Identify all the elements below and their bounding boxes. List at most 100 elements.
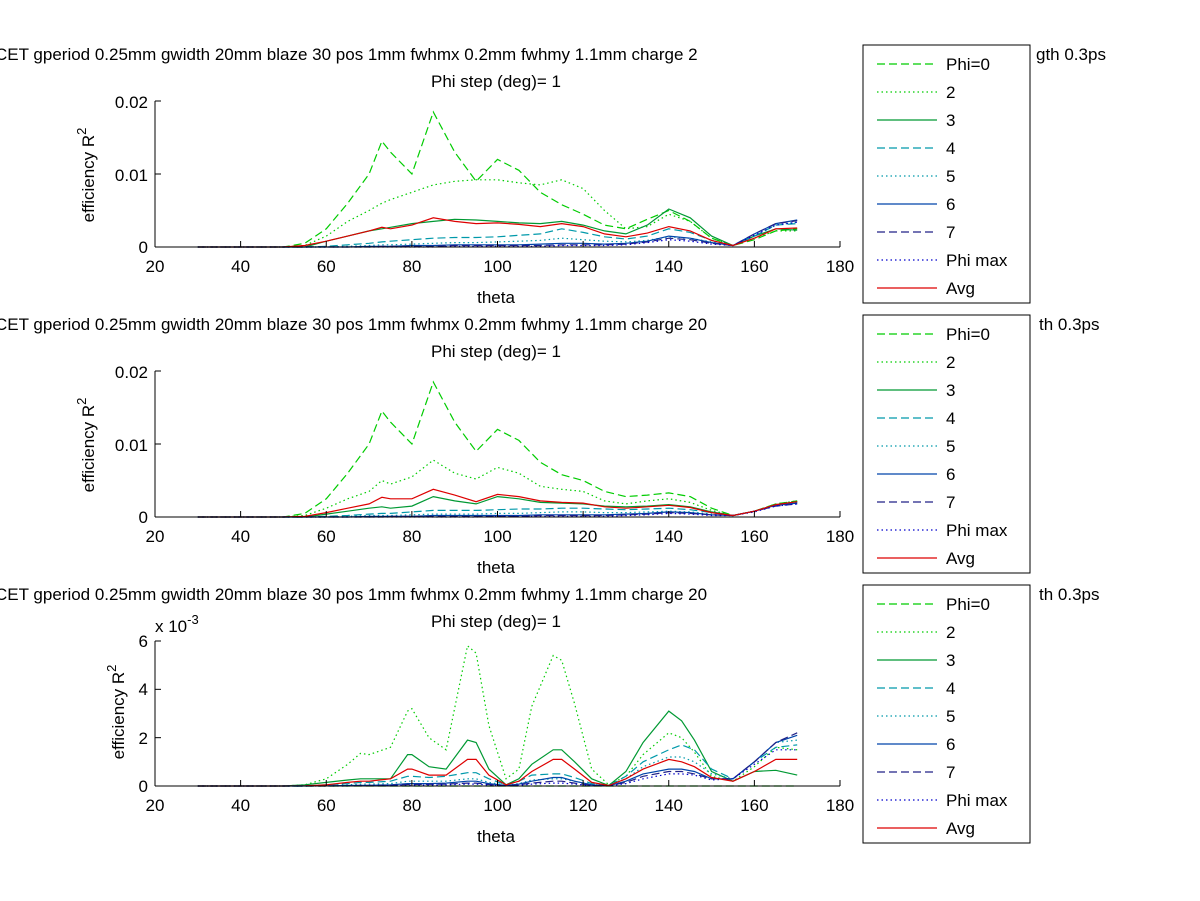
x-tick-label: 180 bbox=[826, 796, 854, 815]
legend-label: 4 bbox=[946, 409, 955, 428]
y-tick-label: 0.01 bbox=[115, 436, 148, 455]
panel-title-tail: th 0.3ps bbox=[1039, 315, 1100, 334]
legend-label: 5 bbox=[946, 167, 955, 186]
x-tick-label: 140 bbox=[655, 796, 683, 815]
legend-label: 2 bbox=[946, 623, 955, 642]
y-axis-label: efficiency R2 bbox=[74, 128, 98, 223]
legend-label: 2 bbox=[946, 353, 955, 372]
legend-label: Phi max bbox=[946, 251, 1008, 270]
x-tick-label: 40 bbox=[231, 527, 250, 546]
y-tick-label: 0.01 bbox=[115, 166, 148, 185]
x-tick-label: 60 bbox=[317, 257, 336, 276]
x-tick-label: 80 bbox=[402, 796, 421, 815]
x-tick-label: 20 bbox=[146, 796, 165, 815]
legend-label: 6 bbox=[946, 465, 955, 484]
y-tick-label: 0.02 bbox=[115, 363, 148, 382]
y-tick-label: 0 bbox=[139, 777, 148, 796]
x-tick-label: 120 bbox=[569, 257, 597, 276]
series-line-7 bbox=[197, 732, 798, 787]
x-axis-label: theta bbox=[477, 288, 515, 307]
legend-label: 4 bbox=[946, 679, 955, 698]
x-axis-label: theta bbox=[477, 827, 515, 846]
series-line-2 bbox=[197, 459, 798, 518]
x-tick-label: 160 bbox=[740, 796, 768, 815]
x-tick-label: 140 bbox=[655, 527, 683, 546]
x-tick-label: 180 bbox=[826, 527, 854, 546]
legend-panel-3: Phi=0 2 3 4 5 6 7 Phi max Avg bbox=[862, 584, 1031, 844]
legend-panel-2: Phi=0 2 3 4 5 6 7 Phi max Avg bbox=[862, 314, 1031, 574]
y-tick-label: 0 bbox=[139, 508, 148, 527]
legend-label: Phi max bbox=[946, 791, 1008, 810]
x-tick-label: 60 bbox=[317, 796, 336, 815]
legend-label: 7 bbox=[946, 493, 955, 512]
x-tick-labels: 20 40 60 80 100 120 140 160 180 bbox=[146, 796, 855, 815]
series-line-3 bbox=[197, 495, 798, 518]
y-tick-label: 0.02 bbox=[115, 93, 148, 112]
panel-2: CET gperiod 0.25mm gwidth 20mm blaze 30 … bbox=[0, 315, 1100, 577]
legend-label: Phi=0 bbox=[946, 325, 990, 344]
y-axis-label: efficiency R2 bbox=[74, 398, 98, 493]
x-tick-label: 40 bbox=[231, 796, 250, 815]
y-axis-multiplier: x 10-3 bbox=[155, 612, 199, 636]
series-line-avg bbox=[197, 758, 798, 787]
axes bbox=[154, 100, 841, 248]
axes bbox=[154, 370, 841, 518]
legend-label: 3 bbox=[946, 381, 955, 400]
series-line-3 bbox=[197, 710, 798, 787]
panel-title-line2: Phi step (deg)= 1 bbox=[431, 72, 561, 91]
y-tick-label: 6 bbox=[139, 632, 148, 651]
series-line-avg bbox=[197, 488, 798, 518]
legend-label: 3 bbox=[946, 111, 955, 130]
legend-label: 4 bbox=[946, 139, 955, 158]
x-tick-label: 40 bbox=[231, 257, 250, 276]
x-axis-label: theta bbox=[477, 558, 515, 577]
x-tick-label: 100 bbox=[483, 527, 511, 546]
legend-label: 6 bbox=[946, 195, 955, 214]
series-line-4 bbox=[197, 501, 798, 518]
legend-label: Phi=0 bbox=[946, 55, 990, 74]
legend-label: Avg bbox=[946, 549, 975, 568]
legend-label: 6 bbox=[946, 735, 955, 754]
legend-label: 2 bbox=[946, 83, 955, 102]
panel-title-line2: Phi step (deg)= 1 bbox=[431, 342, 561, 361]
x-tick-label: 60 bbox=[317, 527, 336, 546]
legend-label: Phi max bbox=[946, 521, 1008, 540]
legend-panel-1: Phi=0 2 3 4 5 6 7 Phi max Avg bbox=[862, 44, 1031, 304]
x-tick-labels: 20 40 60 80 100 120 140 160 180 bbox=[146, 527, 855, 546]
panel-1: CET gperiod 0.25mm gwidth 20mm blaze 30 … bbox=[0, 45, 1106, 307]
y-tick-labels: 0 0.01 0.02 bbox=[115, 93, 148, 257]
y-tick-label: 0 bbox=[139, 238, 148, 257]
x-tick-label: 100 bbox=[483, 257, 511, 276]
series-line-phi-0 bbox=[197, 380, 798, 518]
legend-label: 7 bbox=[946, 763, 955, 782]
legend-label: Phi=0 bbox=[946, 595, 990, 614]
x-tick-label: 160 bbox=[740, 257, 768, 276]
panel-title-tail: gth 0.3ps bbox=[1036, 45, 1106, 64]
x-tick-label: 120 bbox=[569, 796, 597, 815]
series-line-6 bbox=[197, 734, 798, 787]
x-tick-label: 20 bbox=[146, 257, 165, 276]
x-tick-label: 140 bbox=[655, 257, 683, 276]
panel-title-line1: CET gperiod 0.25mm gwidth 20mm blaze 30 … bbox=[0, 315, 707, 334]
x-tick-labels: 20 40 60 80 100 120 140 160 180 bbox=[146, 257, 855, 276]
panel-title-line1: CET gperiod 0.25mm gwidth 20mm blaze 30 … bbox=[0, 45, 698, 64]
series-line-phi-0 bbox=[197, 110, 798, 248]
panel-title-tail: th 0.3ps bbox=[1039, 585, 1100, 604]
legend-label: Avg bbox=[946, 819, 975, 838]
x-tick-label: 180 bbox=[826, 257, 854, 276]
series-line-avg bbox=[197, 217, 798, 248]
legend-label: 7 bbox=[946, 223, 955, 242]
axes bbox=[154, 640, 841, 787]
legend-label: Avg bbox=[946, 279, 975, 298]
series-line-2 bbox=[197, 179, 798, 248]
series-line-4 bbox=[197, 223, 798, 248]
legend-label: 5 bbox=[946, 707, 955, 726]
x-tick-label: 100 bbox=[483, 796, 511, 815]
panel-title-line2: Phi step (deg)= 1 bbox=[431, 612, 561, 631]
legend-label: 5 bbox=[946, 437, 955, 456]
y-tick-label: 4 bbox=[139, 680, 148, 699]
x-tick-label: 120 bbox=[569, 527, 597, 546]
x-tick-label: 80 bbox=[402, 257, 421, 276]
x-tick-label: 20 bbox=[146, 527, 165, 546]
